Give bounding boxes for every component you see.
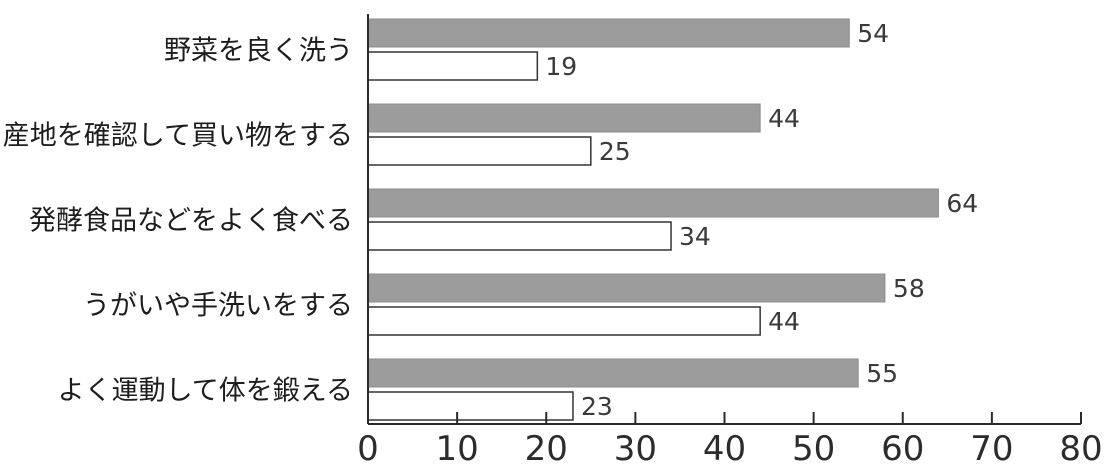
bar-series2 [367, 306, 761, 336]
data-label-series1: 44 [768, 104, 800, 133]
data-label-series2: 25 [599, 137, 631, 166]
data-label-series1: 55 [866, 359, 898, 388]
data-label-series1: 54 [857, 19, 889, 48]
category-label: 野菜を良く洗う [164, 36, 353, 67]
data-label-series2: 23 [581, 392, 613, 421]
data-label-series2: 44 [768, 307, 800, 336]
bar-series2 [367, 51, 539, 81]
bar-series2 [367, 221, 672, 251]
x-tick-label: 60 [881, 429, 924, 464]
category-label: よく運動して体を鍛える [58, 376, 353, 407]
bar-series1 [367, 18, 850, 48]
data-label-series2: 34 [679, 222, 711, 251]
bar-series1 [367, 273, 886, 303]
x-tick-label: 20 [525, 429, 568, 464]
bar-series1 [367, 358, 859, 388]
x-tick-label: 80 [1059, 429, 1102, 464]
bar-series2 [367, 391, 574, 421]
data-label-series1: 58 [893, 274, 925, 303]
category-label: 発酵食品などをよく食べる [29, 206, 353, 237]
bar-series1 [367, 188, 939, 218]
category-label: うがいや手洗いをする [83, 291, 353, 322]
x-tick-label: 40 [703, 429, 746, 464]
data-label-series2: 19 [545, 52, 577, 81]
bar-series1 [367, 103, 761, 133]
category-label: 産地を確認して買い物をする [3, 121, 353, 152]
bar-series2 [367, 136, 592, 166]
x-tick-label: 30 [614, 429, 657, 464]
x-tick-label: 70 [970, 429, 1013, 464]
x-tick-label: 10 [435, 429, 478, 464]
x-tick-label: 0 [357, 429, 379, 464]
x-tick-label: 50 [792, 429, 835, 464]
data-label-series1: 64 [946, 189, 978, 218]
